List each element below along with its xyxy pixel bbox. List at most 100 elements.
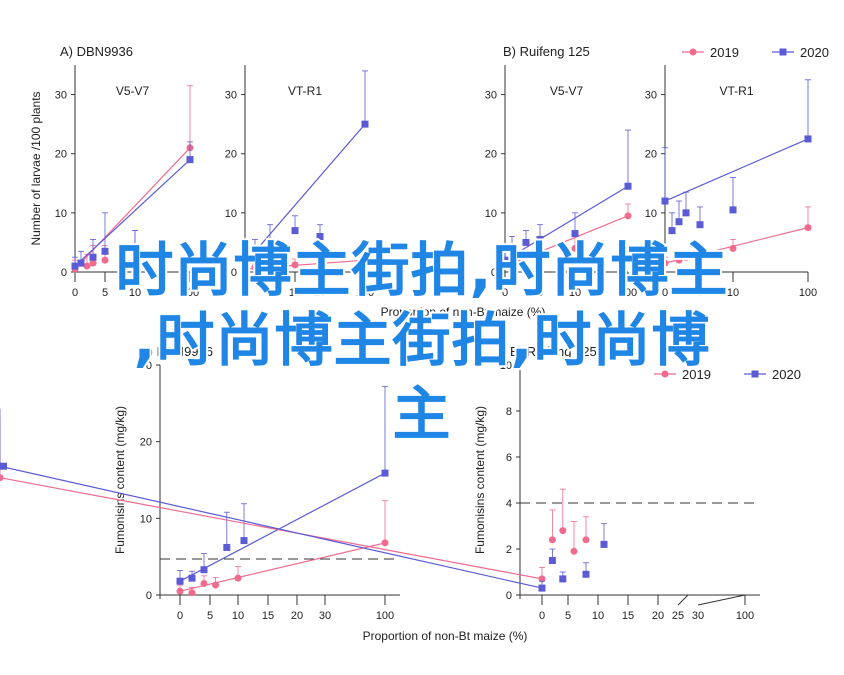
y-tick-label: 30 xyxy=(140,360,152,372)
y-tick-label: 0 xyxy=(231,267,237,279)
series-2019 xyxy=(661,206,812,267)
x-tick-label: 100 xyxy=(376,610,394,622)
data-point-2019 xyxy=(266,262,274,270)
data-point-2020 xyxy=(804,135,812,143)
data-point-2020 xyxy=(682,209,690,217)
panel-title-text: DBN9936 xyxy=(157,344,213,359)
x-tick-label: 0 xyxy=(662,287,668,299)
x-tick-label: 5 xyxy=(267,287,273,299)
series-2020 xyxy=(661,79,812,235)
data-point-2019 xyxy=(241,265,249,273)
data-point-2019 xyxy=(251,263,259,271)
y-tick-label: 0 xyxy=(61,267,67,279)
trend-line-2020 xyxy=(664,138,809,202)
data-point-2019 xyxy=(804,224,812,232)
data-point-2019 xyxy=(83,262,91,270)
data-point-2020 xyxy=(241,259,249,267)
x-tick-label: 10 xyxy=(727,287,739,299)
data-point-2020 xyxy=(101,247,109,255)
chart-panel-1: 0 10 20 30 0 5 10 100 V5-V7 A) DBN9936 Number of l… xyxy=(29,44,199,299)
x-tick-label: 5 xyxy=(697,287,703,299)
x-tick-label: 100 xyxy=(736,610,754,622)
y-tick-label: 30 xyxy=(485,90,497,102)
data-point-2020 xyxy=(571,230,579,238)
y-tick-label: 10 xyxy=(485,208,497,220)
data-point-2020 xyxy=(361,120,369,128)
data-point-2019 xyxy=(89,259,97,267)
series-2020 xyxy=(176,386,389,585)
data-point-2019 xyxy=(624,212,632,220)
series-2019 xyxy=(176,500,389,597)
data-point-2019 xyxy=(682,253,690,261)
panel-subtitle: V5-V7 xyxy=(550,84,584,98)
data-point-2020 xyxy=(536,235,544,243)
y-tick-label: 0 xyxy=(491,267,497,279)
chart-panel-2: 0 10 20 30 0 5 10 20 100 VT-R1 xyxy=(225,65,374,299)
y-tick-label: 6 xyxy=(506,452,512,464)
y-tick-label: 10 xyxy=(645,208,657,220)
data-point-2020 xyxy=(538,584,546,592)
data-point-2020 xyxy=(559,575,567,583)
data-point-2019 xyxy=(729,244,737,252)
panel-title-text: DBN9936 xyxy=(77,44,133,59)
panel-letter: B) xyxy=(510,344,527,359)
legend-marker-2020 xyxy=(779,48,787,56)
panel-title: A) DBN9936 xyxy=(140,344,213,359)
y-tick-label: 0 xyxy=(146,590,152,602)
data-point-2020 xyxy=(240,537,248,545)
y-tick-label: 30 xyxy=(55,90,67,102)
x-tick-label: 100 xyxy=(619,287,637,299)
legend-marker-2019 xyxy=(689,48,697,56)
panel-letter: A) xyxy=(140,344,157,359)
x-tick xyxy=(697,594,746,606)
data-point-2019 xyxy=(234,574,242,582)
data-point-2020 xyxy=(624,182,632,190)
chart-panel-4: 0 10 20 30 0 5 10 100 VT-R1 xyxy=(645,65,817,299)
x-tick-label: 100 xyxy=(181,287,199,299)
data-point-2020 xyxy=(582,570,590,578)
data-point-2020 xyxy=(266,238,274,246)
y-tick-label: 4 xyxy=(506,498,512,510)
data-point-2019 xyxy=(101,256,109,264)
data-point-2019 xyxy=(361,256,369,264)
legend-label-2019: 2019 xyxy=(682,367,711,382)
data-point-2020 xyxy=(522,238,530,246)
y-axis-label: Fumonisins content (mg/kg) xyxy=(113,406,127,554)
panel-subtitle: V5-V7 xyxy=(116,84,150,98)
trend-line-2020 xyxy=(244,123,366,264)
y-tick-label: 20 xyxy=(55,149,67,161)
x-axis-label-bottom: Proportion of non-Bt maize (%) xyxy=(363,629,528,643)
data-point-2020 xyxy=(548,557,556,564)
x-tick-label: 100 xyxy=(356,287,374,299)
series-2019 xyxy=(0,417,590,583)
data-point-2020 xyxy=(508,244,516,252)
series-2019 xyxy=(241,253,369,273)
panel-letter: B) xyxy=(503,44,520,59)
overlay-watermark-line-1: 时尚博主街拍,时尚博主 xyxy=(113,234,729,306)
x-tick-label: 20 xyxy=(291,610,303,622)
panel-letter: A) xyxy=(60,44,77,59)
y-tick-label: 20 xyxy=(645,149,657,161)
data-point-2020 xyxy=(223,543,231,551)
series-2020 xyxy=(501,129,632,264)
overlay-watermark-line-2: ,时尚博主街拍,时尚博 xyxy=(131,304,711,376)
data-point-2020 xyxy=(729,206,737,214)
legend-marker-2020 xyxy=(751,370,759,378)
y-tick-label: 20 xyxy=(140,437,152,449)
x-tick-label: 20 xyxy=(314,287,326,299)
x-tick-label: 5 xyxy=(565,610,571,622)
panel-subtitle: VT-R1 xyxy=(719,84,753,98)
data-point-2019 xyxy=(538,575,546,583)
y-axis-label: Fumonisins content (mg/kg) xyxy=(473,406,487,554)
trend-line-2019 xyxy=(179,542,386,592)
x-tick-label: 25 xyxy=(672,610,684,622)
chart-panel-5: 0 10 20 30 0 5 10 15 20 30 100 A) DBN9936 Fumonisins… xyxy=(113,344,400,622)
x-tick-label: 15 xyxy=(622,610,634,622)
data-point-2019 xyxy=(571,244,579,252)
panel-title: B) Ruifeng 125 xyxy=(510,344,597,359)
data-point-2019 xyxy=(515,256,523,264)
data-point-2019 xyxy=(548,536,556,544)
x-tick-label: 5 xyxy=(102,287,108,299)
